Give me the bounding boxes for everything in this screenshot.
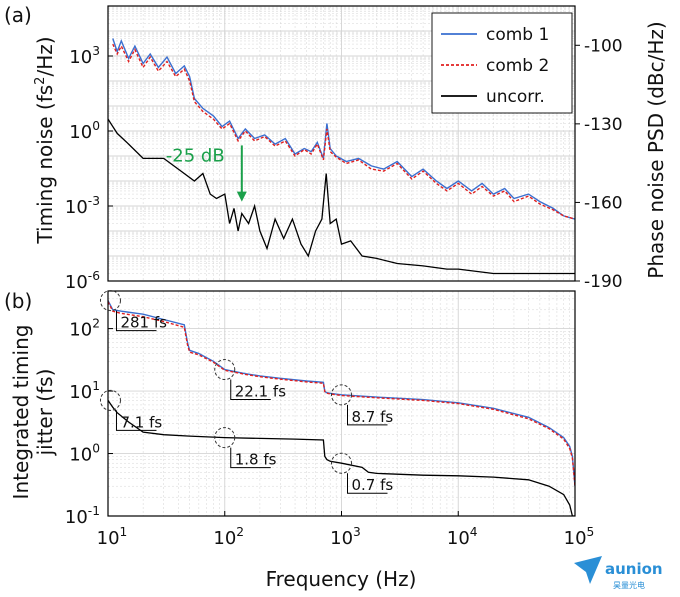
watermark-subtext: 昊量光电 bbox=[613, 580, 645, 590]
annotation-bracket bbox=[347, 473, 388, 494]
y2-tick-label-a: -160 bbox=[584, 193, 623, 213]
annotation-bracket bbox=[115, 410, 157, 431]
series-b bbox=[108, 300, 575, 516]
annotation-bracket bbox=[230, 447, 271, 469]
y-tick-label-a: 10-3 bbox=[65, 194, 100, 218]
x-tick-label: 103 bbox=[330, 525, 361, 549]
y2-axis-label-a: Phase noise PSD (dBc/Hz) bbox=[644, 21, 668, 278]
y-label-a-base: Timing noise (fs bbox=[33, 85, 57, 245]
x-tick-label: 104 bbox=[447, 525, 478, 549]
highlight-circle bbox=[214, 427, 236, 449]
y-tick-label-a: 100 bbox=[69, 119, 100, 143]
panel-b-label: (b) bbox=[4, 289, 32, 313]
y-tick-label-a: 10-6 bbox=[65, 269, 100, 293]
y2-tick-label-a: -190 bbox=[584, 272, 623, 292]
y-tick-label-b: 100 bbox=[69, 441, 100, 465]
x-tick-label: 102 bbox=[213, 525, 244, 549]
x-tick-label-base: 10 bbox=[447, 528, 470, 549]
jitter-annotation: 8.7 fs bbox=[352, 408, 394, 426]
grid-b bbox=[108, 291, 575, 516]
y-tick-label-a-base: 10 bbox=[69, 47, 92, 68]
y-axis-label-a: Timing noise (fs2/Hz) bbox=[33, 36, 57, 244]
annotation-bracket bbox=[115, 310, 157, 332]
x-tick-label-base: 10 bbox=[213, 528, 236, 549]
annotations-b: 281 fs 7.1 fs 22.1 fs 1.8 fs 8.7 fs 0.7 fs bbox=[99, 290, 394, 494]
x-tick-label-exp: 1 bbox=[120, 525, 128, 539]
y-tick-label-a-base: 10 bbox=[69, 122, 92, 143]
jitter-annotation: 1.8 fs bbox=[235, 451, 277, 469]
series-line-comb-1 bbox=[108, 300, 575, 487]
annotation-bracket bbox=[230, 379, 271, 401]
x-tick-label: 101 bbox=[97, 525, 128, 549]
legend: comb 1 comb 2 uncorr. bbox=[431, 12, 573, 114]
y-tick-label-b: 10-1 bbox=[65, 504, 100, 528]
y-tick-label-a-exp: 0 bbox=[92, 119, 100, 133]
x-tick-label-exp: 5 bbox=[587, 525, 595, 539]
highlight-circle bbox=[99, 389, 121, 411]
y-tick-label-a-base: 10 bbox=[65, 272, 88, 293]
y-label-a-sup: 2 bbox=[33, 77, 48, 85]
y-tick-label-b: 102 bbox=[69, 317, 100, 341]
x-tick-label-exp: 3 bbox=[353, 525, 361, 539]
y2-tick-label-a: -100 bbox=[584, 36, 623, 56]
y-tick-label-b-exp: 0 bbox=[92, 441, 100, 455]
highlight-circle bbox=[331, 384, 352, 406]
y-tick-label-b-base: 10 bbox=[69, 445, 92, 466]
y-tick-label-b-exp: 2 bbox=[92, 317, 100, 331]
x-tick-label-base: 10 bbox=[330, 528, 353, 549]
y2-tick-label-a: -130 bbox=[584, 115, 623, 135]
y-tick-label-b-base: 10 bbox=[65, 507, 88, 528]
y-label-a-tail: /Hz) bbox=[33, 36, 57, 76]
watermark-text: aunion bbox=[605, 560, 663, 578]
y-tick-label-a-exp: -3 bbox=[88, 194, 100, 208]
legend-label: comb 2 bbox=[486, 56, 549, 76]
series-line-comb-2 bbox=[108, 301, 575, 487]
aunion-logo: aunion 昊量光电 bbox=[574, 556, 663, 590]
x-tick-label: 105 bbox=[564, 525, 595, 549]
jitter-annotation: 281 fs bbox=[120, 314, 167, 332]
y-tick-label-b: 101 bbox=[69, 379, 100, 403]
series-line-comb-2 bbox=[112, 43, 575, 220]
panel-a-label: (a) bbox=[4, 3, 32, 27]
y-tick-label-a-exp: -6 bbox=[88, 269, 100, 283]
jitter-annotation: 22.1 fs bbox=[235, 383, 286, 401]
highlight-circle bbox=[331, 452, 352, 474]
x-axis-label: Frequency (Hz) bbox=[266, 567, 417, 591]
x-tick-label-base: 10 bbox=[97, 528, 120, 549]
series-a bbox=[108, 38, 575, 275]
y-tick-label-b-base: 10 bbox=[69, 382, 92, 403]
series-line-comb-1 bbox=[112, 38, 575, 220]
x-tick-label-base: 10 bbox=[564, 528, 587, 549]
grid-a bbox=[108, 6, 575, 281]
annotation-arrowhead-icon bbox=[236, 191, 247, 202]
y-tick-label-a-base: 10 bbox=[65, 197, 88, 218]
y-tick-label-b-base: 10 bbox=[69, 320, 92, 341]
series-line-uncorr bbox=[108, 118, 575, 275]
highlight-circle bbox=[214, 359, 236, 381]
logo-mark-icon bbox=[574, 556, 602, 584]
x-tick-label-exp: 2 bbox=[236, 525, 244, 539]
series-line-uncorr bbox=[108, 400, 575, 516]
y-axis-label-b-line1: Integrated timing bbox=[9, 325, 33, 500]
legend-label: comb 1 bbox=[486, 25, 549, 45]
y-tick-label-b-exp: -1 bbox=[88, 504, 100, 518]
annotation-bracket bbox=[347, 404, 388, 426]
legend-label: uncorr. bbox=[486, 87, 545, 107]
jitter-annotation: 0.7 fs bbox=[352, 476, 394, 494]
jitter-annotation: 7.1 fs bbox=[120, 413, 162, 431]
x-tick-label-exp: 4 bbox=[470, 525, 478, 539]
highlight-circle bbox=[99, 290, 121, 312]
y-tick-label-a-exp: 3 bbox=[92, 44, 100, 58]
annotation-a: -25 dB bbox=[166, 145, 247, 202]
axes-frame-a bbox=[107, 5, 576, 282]
y-tick-label-a: 103 bbox=[69, 44, 100, 68]
annotation-text: -25 dB bbox=[166, 145, 225, 166]
y-axis-label-b-line2: jitter (fs) bbox=[33, 369, 57, 457]
y-tick-label-b-exp: 1 bbox=[92, 379, 100, 393]
